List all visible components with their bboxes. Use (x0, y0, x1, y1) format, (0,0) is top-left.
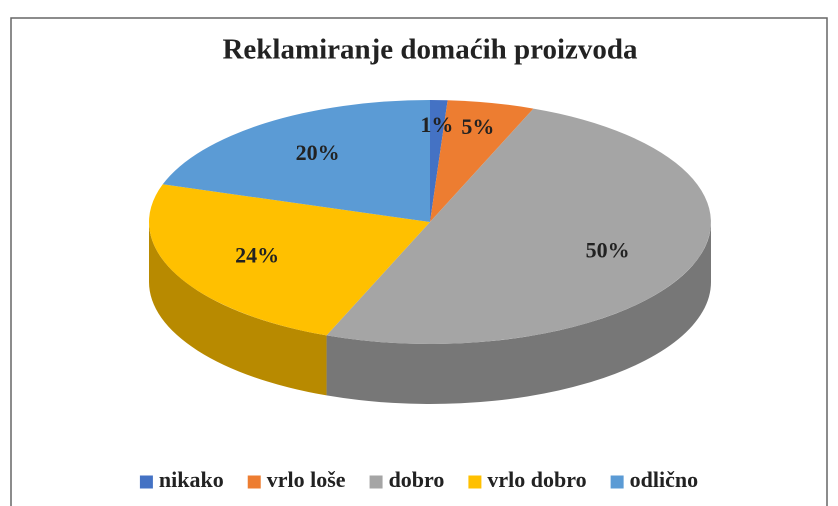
data-label: 5% (461, 114, 494, 139)
data-label: 1% (420, 112, 453, 137)
slice (162, 100, 430, 222)
data-label: 20% (296, 140, 340, 165)
legend-label: nikako (159, 467, 224, 492)
slice (430, 100, 534, 222)
legend-swatch (610, 475, 624, 489)
legend-label: odlično (630, 467, 698, 492)
legend-swatch (468, 475, 482, 489)
chart-title: Reklamiranje domaćih proizvoda (222, 34, 638, 66)
legend: nikako vrlo loše dobro vrlo dobro odlično (139, 467, 698, 492)
legend-label: vrlo dobro (487, 467, 586, 492)
legend-swatch (369, 475, 383, 489)
slice-side (326, 222, 711, 404)
legend-swatch (247, 475, 261, 489)
slice (430, 100, 448, 222)
slice (149, 184, 430, 336)
legend-label: vrlo loše (267, 467, 346, 492)
data-label: 50% (586, 238, 630, 263)
legend-swatch (139, 475, 153, 489)
slice-side (149, 222, 327, 396)
slice (326, 108, 711, 344)
legend-label: dobro (389, 467, 445, 492)
data-label: 24% (235, 242, 279, 267)
